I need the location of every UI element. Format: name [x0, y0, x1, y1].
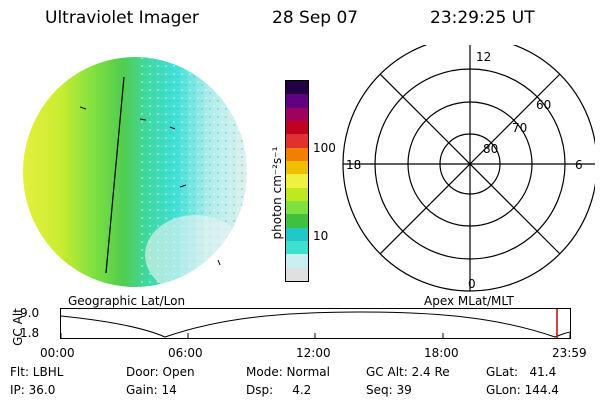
colorbar-segment: [286, 147, 308, 162]
colorbar-segment: [286, 161, 308, 175]
lat-label-60: 60: [536, 98, 551, 112]
info-glon: GLon: 144.4: [486, 383, 559, 397]
geographic-label: Geographic Lat/Lon: [68, 294, 186, 308]
info-gc-alt: GC Alt: 2.4 Re: [366, 365, 450, 379]
colorbar-segment: [286, 187, 308, 202]
info-flt: Flt: LBHL: [10, 365, 64, 379]
altitude-ytick-max: 9.0: [20, 306, 40, 320]
time-label: 23:29:25 UT: [430, 8, 535, 28]
info-mode: Mode: Normal: [246, 365, 330, 379]
mlt-label-6: 6: [575, 158, 583, 172]
mlt-label-18: 18: [346, 158, 361, 172]
info-gain: Gain: 14: [126, 383, 177, 397]
mlt-label-0: 0: [468, 277, 476, 291]
colorbar-segment: [286, 121, 308, 135]
xtick-2359: 23:59: [552, 346, 587, 360]
colorbar-segment: [286, 214, 308, 228]
colorbar-segment: [286, 174, 308, 188]
colorbar-segment: [286, 81, 308, 95]
polar-grid: 12 18 6 0 60 70 80: [342, 45, 595, 292]
colorbar-segment: [286, 267, 308, 281]
lat-label-70: 70: [512, 121, 527, 135]
xtick-1200: 12:00: [296, 346, 331, 360]
auroral-image: [23, 57, 247, 287]
colorbar: [285, 80, 309, 282]
lat-label-80: 80: [483, 142, 498, 156]
info-dsp: Dsp: 4.2: [246, 383, 312, 397]
colorbar-segment: [286, 134, 308, 148]
colorbar-segment: [286, 94, 308, 108]
colorbar-tick-100: 100: [313, 141, 336, 155]
apex-label: Apex MLat/MLT: [424, 294, 514, 308]
altitude-ytick-min: 1.8: [20, 326, 40, 340]
info-ip: IP: 36.0: [10, 383, 56, 397]
colorbar-segment: [286, 254, 308, 268]
xtick-0000: 00:00: [40, 346, 75, 360]
colorbar-segment: [286, 107, 308, 122]
colorbar-segment: [286, 201, 308, 215]
info-seq: Seq: 39: [366, 383, 412, 397]
altitude-plot: [60, 308, 571, 339]
info-door: Door: Open: [126, 365, 195, 379]
xtick-1800: 18:00: [424, 346, 459, 360]
colorbar-segment: [286, 227, 308, 242]
date-label: 28 Sep 07: [272, 8, 359, 28]
colorbar-tick-10: 10: [313, 229, 329, 243]
xtick-0600: 06:00: [168, 346, 203, 360]
mlt-label-12: 12: [476, 50, 491, 64]
info-glat: GLat: 41.4: [486, 365, 557, 379]
colorbar-segment: [286, 241, 308, 255]
instrument-title: Ultraviolet Imager: [45, 8, 199, 28]
colorbar-unit-label: photon cm⁻²s⁻¹: [270, 146, 284, 240]
